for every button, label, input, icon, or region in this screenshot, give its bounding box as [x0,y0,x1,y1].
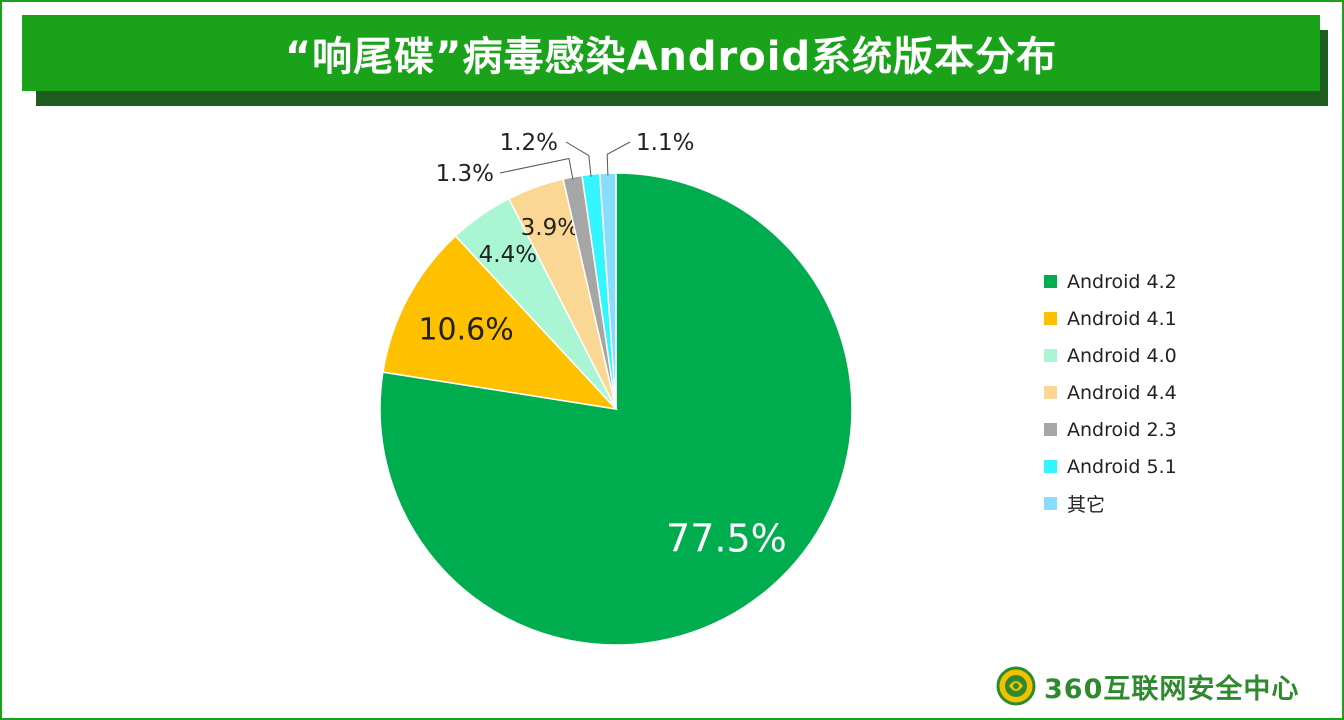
legend-label: Android 4.1 [1067,307,1177,330]
legend-item-5: Android 5.1 [1044,448,1177,485]
leader-line-5 [565,141,592,177]
brand-watermark: 360互联网安全中心 [996,664,1326,708]
data-label-2: 4.4% [479,242,537,268]
legend-swatch [1044,497,1057,510]
legend-swatch [1044,460,1057,473]
legend-item-4: Android 2.3 [1044,411,1177,448]
legend-swatch [1044,312,1057,325]
legend-label: Android 2.3 [1067,418,1177,441]
data-label-3: 3.9% [521,215,579,241]
chart-legend: Android 4.2 Android 4.1 Android 4.0 Android… [1044,263,1177,522]
legend-label: Android 5.1 [1067,455,1177,478]
legend-swatch [1044,349,1057,362]
data-label-0: 77.5% [666,517,787,561]
legend-label: Android 4.4 [1067,381,1177,404]
leader-line-6 [606,141,631,176]
legend-item-0: Android 4.2 [1044,263,1177,300]
legend-swatch [1044,275,1057,288]
legend-label: Android 4.2 [1067,270,1177,293]
legend-swatch [1044,386,1057,399]
data-label-1: 10.6% [418,313,513,348]
legend-label: 其它 [1067,494,1106,516]
globe-leaf-icon [996,666,1036,706]
legend-item-1: Android 4.1 [1044,300,1177,337]
leader-line-4 [499,157,574,180]
data-label-6: 1.1% [636,130,694,156]
chart-title: “响尾碟”病毒感染Android系统版本分布 [284,34,1058,80]
pie-slice-1 [382,234,619,411]
legend-item-6: 其它 [1044,485,1177,522]
data-label-4: 1.3% [436,161,494,187]
data-label-5: 1.2% [500,130,558,156]
brand-text: 360互联网安全中心 [1044,673,1300,705]
legend-item-3: Android 4.4 [1044,374,1177,411]
legend-label: Android 4.0 [1067,344,1177,367]
legend-swatch [1044,423,1057,436]
legend-item-2: Android 4.0 [1044,337,1177,374]
title-bar: “响尾碟”病毒感染Android系统版本分布 [22,15,1320,91]
